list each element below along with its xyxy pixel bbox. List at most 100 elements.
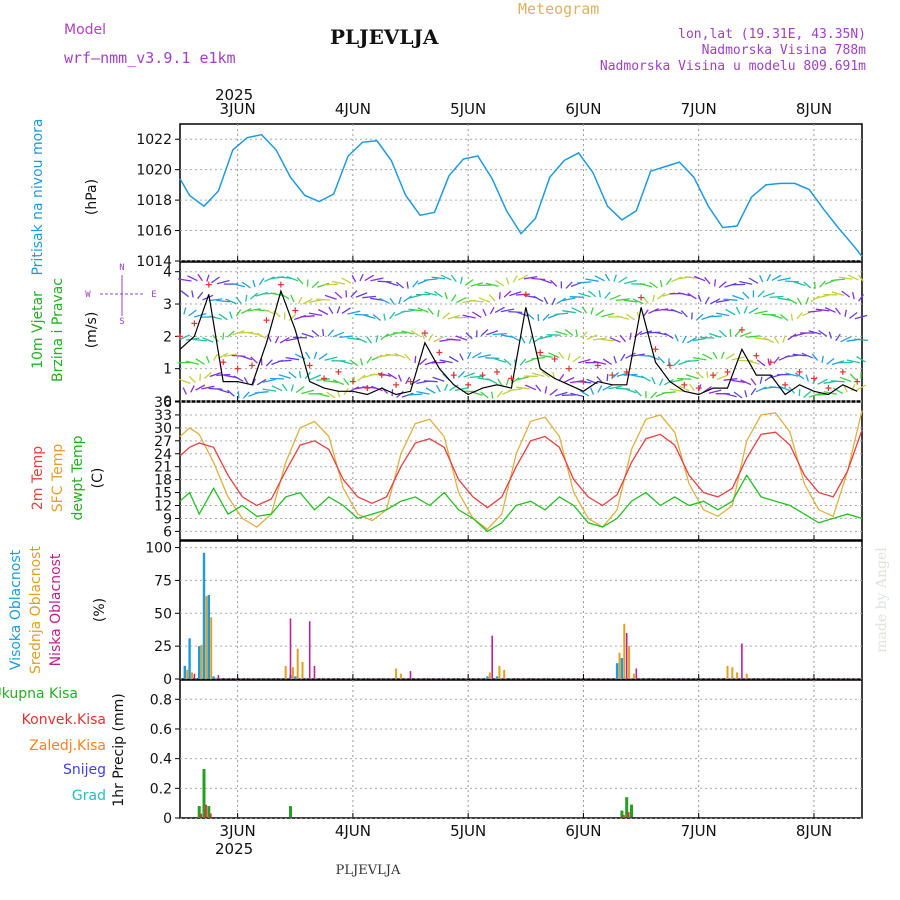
compass-n: N <box>119 263 124 273</box>
wind-arrow <box>549 279 558 287</box>
wind-arrow <box>252 279 256 288</box>
wind-arrow <box>709 298 721 305</box>
wind-arrow <box>796 312 803 320</box>
top-day-label: 3JUN <box>220 100 256 118</box>
wind-panel: 0 1 2 3 4 <box>163 261 868 410</box>
wind-arrow <box>366 356 373 364</box>
wind-arrow <box>640 375 651 382</box>
wind-arrow <box>716 312 730 317</box>
wind-arrow <box>197 273 203 282</box>
wind-arrow <box>572 355 581 363</box>
wind-arrow <box>503 290 512 298</box>
wind-arrow <box>744 390 748 398</box>
pressure-ytick-label: 1014 <box>136 254 172 270</box>
wind-arrow <box>659 378 664 386</box>
wind-arrow <box>759 376 763 384</box>
wind-arrow <box>271 385 283 392</box>
wind-arrow <box>762 292 775 298</box>
wind-arrow <box>482 308 487 317</box>
wind-arrow <box>587 290 597 298</box>
wind-arrow <box>324 294 337 300</box>
wind-arrow <box>539 335 553 340</box>
wind-arrow <box>718 329 727 338</box>
wind-arrow <box>851 291 855 300</box>
wind-arrow <box>423 278 438 282</box>
wind-arrow <box>769 386 784 389</box>
wind-arrow <box>290 294 295 303</box>
bottom-day-label: 3JUN <box>220 822 256 840</box>
wind-arrow <box>387 372 398 380</box>
wind-arrow <box>471 351 482 359</box>
wind-arrow <box>209 315 222 320</box>
precip-panel: 0 0.2 0.4 0.6 0.8 <box>150 679 863 827</box>
wind-arrow <box>494 306 505 313</box>
wind-arrow <box>692 356 707 361</box>
cloud-high-bar <box>198 646 201 679</box>
wind-arrow <box>808 330 822 335</box>
wind-arrow <box>708 389 722 394</box>
wind-arrow <box>419 358 427 366</box>
wind-arrow <box>235 296 242 304</box>
wind-arrow <box>372 314 382 322</box>
wind-arrow <box>664 378 674 386</box>
wind-arrow <box>201 385 215 390</box>
wind-arrow <box>831 360 845 366</box>
wind-arrow <box>777 277 791 282</box>
cloud-high-bar <box>486 676 489 679</box>
wind-arrow <box>183 307 187 315</box>
wind-arrow <box>375 335 379 343</box>
wind-arrow <box>218 313 228 321</box>
wind-arrow <box>297 296 303 305</box>
wind-arrow <box>464 279 474 286</box>
cloud-mid-bar <box>210 617 213 679</box>
legend-snow: Snijeg <box>63 762 106 778</box>
cloud-high-bar <box>294 676 297 679</box>
wind-arrow <box>793 281 806 287</box>
wind-arrow <box>808 392 821 398</box>
cloud-mid-bar <box>186 669 189 679</box>
pressure-unit: (hPa) <box>84 179 100 215</box>
wind-arrow <box>270 292 284 297</box>
top-day-label: 6JUN <box>565 100 601 118</box>
wind-arrow <box>255 291 268 297</box>
wind-arrow <box>535 384 542 392</box>
wind-arrow <box>750 378 757 386</box>
wind-arrow <box>856 356 866 363</box>
cloud-mid-bar <box>191 672 193 679</box>
wind-arrow <box>750 387 757 396</box>
wind-arrow <box>571 307 582 314</box>
wind-arrow <box>562 310 576 314</box>
wind-arrow <box>517 274 529 281</box>
cloud-frame <box>179 540 863 680</box>
wind-arrow <box>516 311 529 317</box>
top-day-labels: 3JUN 4JUN 5JUN 6JUN 7JUN 8JUN <box>220 100 833 118</box>
precip-total-bar <box>289 806 292 818</box>
wind-arrow <box>505 277 510 285</box>
wind-arrow <box>533 335 543 343</box>
wind-arrow <box>359 273 364 282</box>
cloud-ytick-label: 0 <box>163 672 172 688</box>
pressure-frame <box>179 123 863 262</box>
wind-arrow <box>288 313 297 321</box>
temp-ytick-label: 9 <box>163 511 172 527</box>
wind-arrow <box>480 391 489 399</box>
wind-arrow <box>489 306 495 315</box>
wind-arrow <box>541 371 551 379</box>
wind-arrow <box>179 334 191 341</box>
station-title: PLJEVLJA <box>330 25 439 49</box>
wind-arrow <box>649 281 658 289</box>
legend-total-rain: Ukupna Kisa <box>0 686 78 702</box>
wind-arrow <box>305 351 311 359</box>
wind-arrow <box>756 359 766 367</box>
precip-ytick-label: 0.2 <box>150 781 172 797</box>
wind-arrow <box>766 273 772 282</box>
wind-arrow <box>225 298 237 305</box>
wind-arrow <box>377 280 392 283</box>
cloud-mid-bar <box>736 672 739 679</box>
wind-arrow <box>598 290 601 298</box>
wind-arrow <box>757 290 765 298</box>
wind-arrow <box>748 307 759 314</box>
wind-arrow <box>803 390 812 398</box>
wind-arrow <box>831 278 845 282</box>
pressure-ytick-label: 1016 <box>136 224 172 240</box>
